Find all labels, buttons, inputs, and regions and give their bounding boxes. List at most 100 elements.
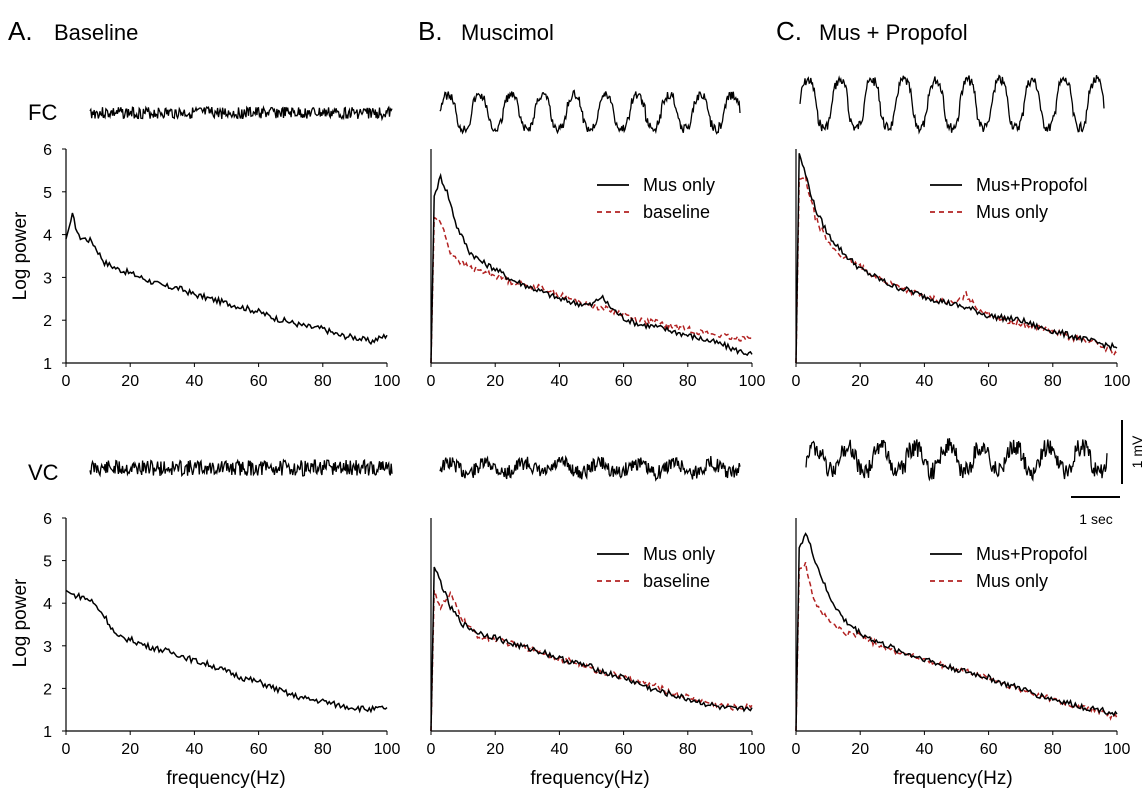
- ylabel-vc: Log power: [10, 578, 31, 667]
- x-tick-label-b-fc-0: 0: [427, 373, 436, 390]
- scale-bar: 1 mV 1 sec: [1071, 420, 1145, 527]
- x-tick-label-a-vc-20: 20: [121, 741, 139, 758]
- xlabel-b: frequency(Hz): [530, 768, 649, 789]
- chart-c-vc: 0 20 40 60 80 100 Mus+Propofol Mus only: [792, 518, 1131, 758]
- x-tick-label-c-fc-80: 80: [1044, 373, 1062, 390]
- series-line-c-vc-mus-only: [795, 561, 1118, 732]
- series-line-b-fc-baseline: [430, 216, 753, 364]
- x-tick-label-b-fc-80: 80: [679, 373, 697, 390]
- y-tick-label-a-fc-6: 6: [43, 142, 52, 159]
- chart-b-fc: 0 20 40 60 80 100 Mus only baseline: [427, 149, 766, 390]
- eeg-trace-a-fc: [89, 105, 393, 122]
- row-label-vc: VC: [28, 460, 59, 485]
- x-tick-label-b-fc-40: 40: [551, 373, 569, 390]
- panel-c-heading: C. Mus + Propofol: [776, 16, 968, 46]
- series-line-c-fc-mus-only: [795, 174, 1118, 364]
- x-tick-label-b-vc-20: 20: [486, 741, 504, 758]
- row-label-fc: FC: [28, 100, 57, 125]
- y-tick-label-a-vc-6: 6: [43, 511, 52, 528]
- x-tick-label-b-vc-80: 80: [679, 741, 697, 758]
- y-tick-label-a-fc-1: 1: [43, 356, 52, 373]
- series-line-c-fc-mus-propofol: [795, 153, 1118, 364]
- legend-label-b-fc-0: Mus only: [643, 175, 715, 195]
- x-tick-label-c-vc-100: 100: [1104, 741, 1131, 758]
- eeg-trace-b-vc: [439, 454, 741, 482]
- x-tick-label-c-fc-0: 0: [792, 373, 801, 390]
- panel-a-heading: A. Baseline: [8, 16, 138, 46]
- x-tick-label-b-vc-100: 100: [739, 741, 766, 758]
- x-tick-label-a-fc-0: 0: [62, 373, 71, 390]
- legend-label-c-fc-1: Mus only: [976, 202, 1048, 222]
- panel-c-letter: C.: [776, 16, 802, 46]
- legend-label-b-vc-1: baseline: [643, 571, 710, 591]
- x-tick-label-a-fc-40: 40: [186, 373, 204, 390]
- y-tick-label-a-fc-5: 5: [43, 185, 52, 202]
- x-tick-label-b-vc-60: 60: [615, 741, 633, 758]
- x-tick-label-a-vc-60: 60: [250, 741, 268, 758]
- x-tick-label-a-vc-100: 100: [374, 741, 401, 758]
- eeg-trace-c-fc: [799, 74, 1105, 135]
- legend-label-c-fc-0: Mus+Propofol: [976, 175, 1088, 195]
- x-tick-label-b-fc-60: 60: [615, 373, 633, 390]
- y-tick-label-a-vc-1: 1: [43, 724, 52, 741]
- x-tick-label-b-vc-40: 40: [551, 741, 569, 758]
- y-tick-label-a-vc-4: 4: [43, 596, 52, 613]
- y-tick-label-a-fc-2: 2: [43, 313, 52, 330]
- legend-label-c-vc-1: Mus only: [976, 571, 1048, 591]
- series-line-c-vc-mus-propofol: [795, 532, 1118, 732]
- legend-label-b-fc-1: baseline: [643, 202, 710, 222]
- series-line-a-vc-spectrum: [65, 589, 388, 714]
- legend-label-c-vc-0: Mus+Propofol: [976, 544, 1088, 564]
- x-tick-label-c-fc-40: 40: [916, 373, 934, 390]
- x-tick-label-c-vc-80: 80: [1044, 741, 1062, 758]
- x-tick-label-c-fc-100: 100: [1104, 373, 1131, 390]
- x-tick-label-a-fc-100: 100: [374, 373, 401, 390]
- x-tick-label-c-vc-0: 0: [792, 741, 801, 758]
- x-tick-label-b-fc-100: 100: [739, 373, 766, 390]
- x-tick-label-b-fc-20: 20: [486, 373, 504, 390]
- x-tick-label-b-vc-0: 0: [427, 741, 436, 758]
- eeg-traces: [89, 74, 1108, 482]
- eeg-trace-b-fc: [439, 89, 741, 135]
- eeg-trace-c-vc: [805, 438, 1108, 482]
- eeg-trace-a-vc: [89, 458, 393, 478]
- scale-bar-time-label: 1 sec: [1079, 511, 1112, 527]
- x-tick-label-c-vc-60: 60: [980, 741, 998, 758]
- xlabel-c: frequency(Hz): [893, 768, 1012, 789]
- y-tick-label-a-vc-3: 3: [43, 639, 52, 656]
- x-tick-label-a-vc-40: 40: [186, 741, 204, 758]
- series-line-b-vc-baseline: [430, 590, 753, 732]
- panel-b-heading: B. Muscimol: [418, 16, 554, 46]
- x-tick-label-a-fc-60: 60: [250, 373, 268, 390]
- x-tick-label-a-fc-20: 20: [121, 373, 139, 390]
- y-tick-label-a-fc-4: 4: [43, 228, 52, 245]
- panel-b-letter: B.: [418, 16, 443, 46]
- series-line-b-fc-mus-only: [430, 172, 753, 364]
- panel-a-title: Baseline: [54, 20, 138, 45]
- legend-label-b-vc-0: Mus only: [643, 544, 715, 564]
- x-tick-label-c-fc-60: 60: [980, 373, 998, 390]
- x-tick-label-c-vc-20: 20: [851, 741, 869, 758]
- x-tick-label-c-fc-20: 20: [851, 373, 869, 390]
- panel-a-letter: A.: [8, 16, 33, 46]
- y-tick-label-a-vc-2: 2: [43, 681, 52, 698]
- x-tick-label-a-vc-0: 0: [62, 741, 71, 758]
- panel-c-title: Mus + Propofol: [819, 20, 968, 45]
- ylabel-fc: Log power: [10, 211, 31, 300]
- x-tick-label-c-vc-40: 40: [916, 741, 934, 758]
- x-tick-label-a-vc-80: 80: [314, 741, 332, 758]
- x-tick-label-a-fc-80: 80: [314, 373, 332, 390]
- panel-b-title: Muscimol: [461, 20, 554, 45]
- series-line-b-vc-mus-only: [430, 566, 753, 732]
- y-tick-label-a-vc-5: 5: [43, 554, 52, 571]
- y-tick-label-a-fc-3: 3: [43, 270, 52, 287]
- series-line-a-fc-spectrum: [65, 212, 388, 346]
- scale-bar-voltage-label: 1 mV: [1129, 435, 1145, 468]
- chart-c-fc: 0 20 40 60 80 100 Mus+Propofol Mus only: [792, 149, 1131, 390]
- chart-b-vc: 0 20 40 60 80 100 Mus only baseline: [427, 518, 766, 758]
- xlabel-a: frequency(Hz): [166, 768, 285, 789]
